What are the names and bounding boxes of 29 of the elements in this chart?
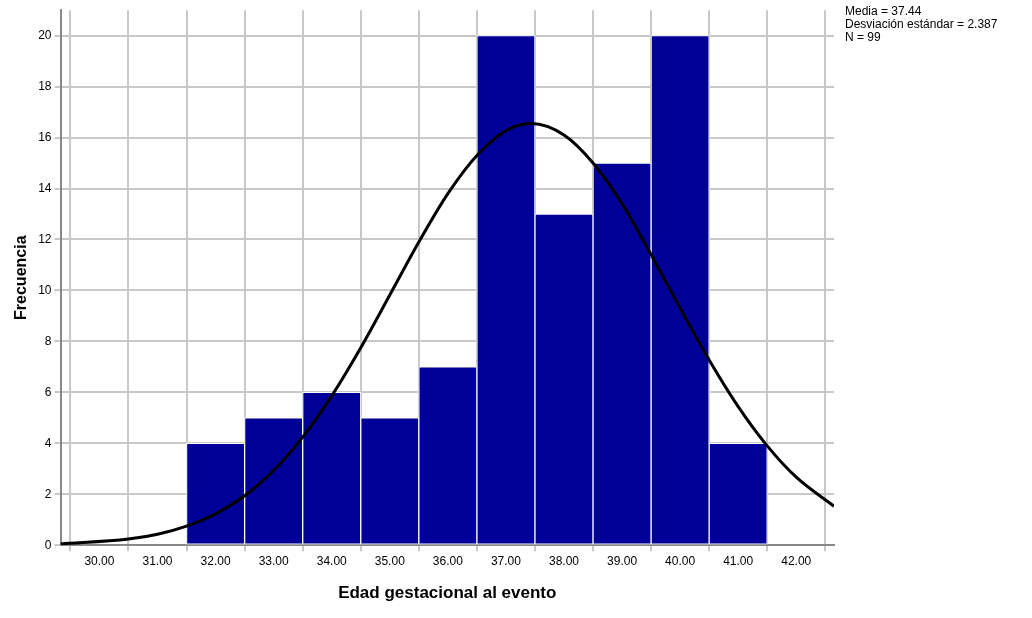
x-tick-label: 40.00 (665, 553, 696, 568)
y-tick-label: 2 (44, 486, 52, 501)
x-tick-label: 33.00 (258, 553, 289, 568)
y-tick-label: 10 (38, 282, 52, 297)
x-tick-label: 34.00 (316, 553, 348, 568)
y-tick-label: 4 (44, 435, 52, 450)
y-tick-label: 12 (38, 231, 52, 246)
y-tick-label: 6 (44, 384, 52, 399)
x-tick-label: 31.00 (142, 553, 173, 568)
x-tick-label: 39.00 (607, 553, 638, 568)
text: Desviación estándar = 2.387 (845, 17, 998, 31)
y-tick-label: 20 (38, 27, 52, 42)
x-axis-title: Edad gestacional al evento (338, 583, 557, 603)
x-tick-label: 42.00 (781, 553, 812, 568)
y-tick-label: 8 (44, 333, 52, 348)
y-tick-label: 14 (38, 180, 52, 195)
x-tick-label: 30.00 (84, 553, 115, 568)
x-tick-label: 38.00 (548, 553, 580, 568)
x-tick-label: 32.00 (200, 553, 231, 568)
y-axis-title: Frecuencia (12, 235, 30, 320)
text: N = 99 (845, 30, 882, 44)
x-tick-label: 35.00 (374, 553, 406, 568)
y-tick-label: 16 (38, 129, 52, 144)
text: Media = 37.44 (845, 4, 923, 18)
y-tick-label: 18 (38, 78, 52, 93)
x-tick-label: 37.00 (490, 553, 522, 568)
x-tick-label: 41.00 (723, 553, 754, 568)
x-tick-label: 36.00 (432, 553, 464, 568)
y-tick-label: 0 (44, 537, 52, 552)
